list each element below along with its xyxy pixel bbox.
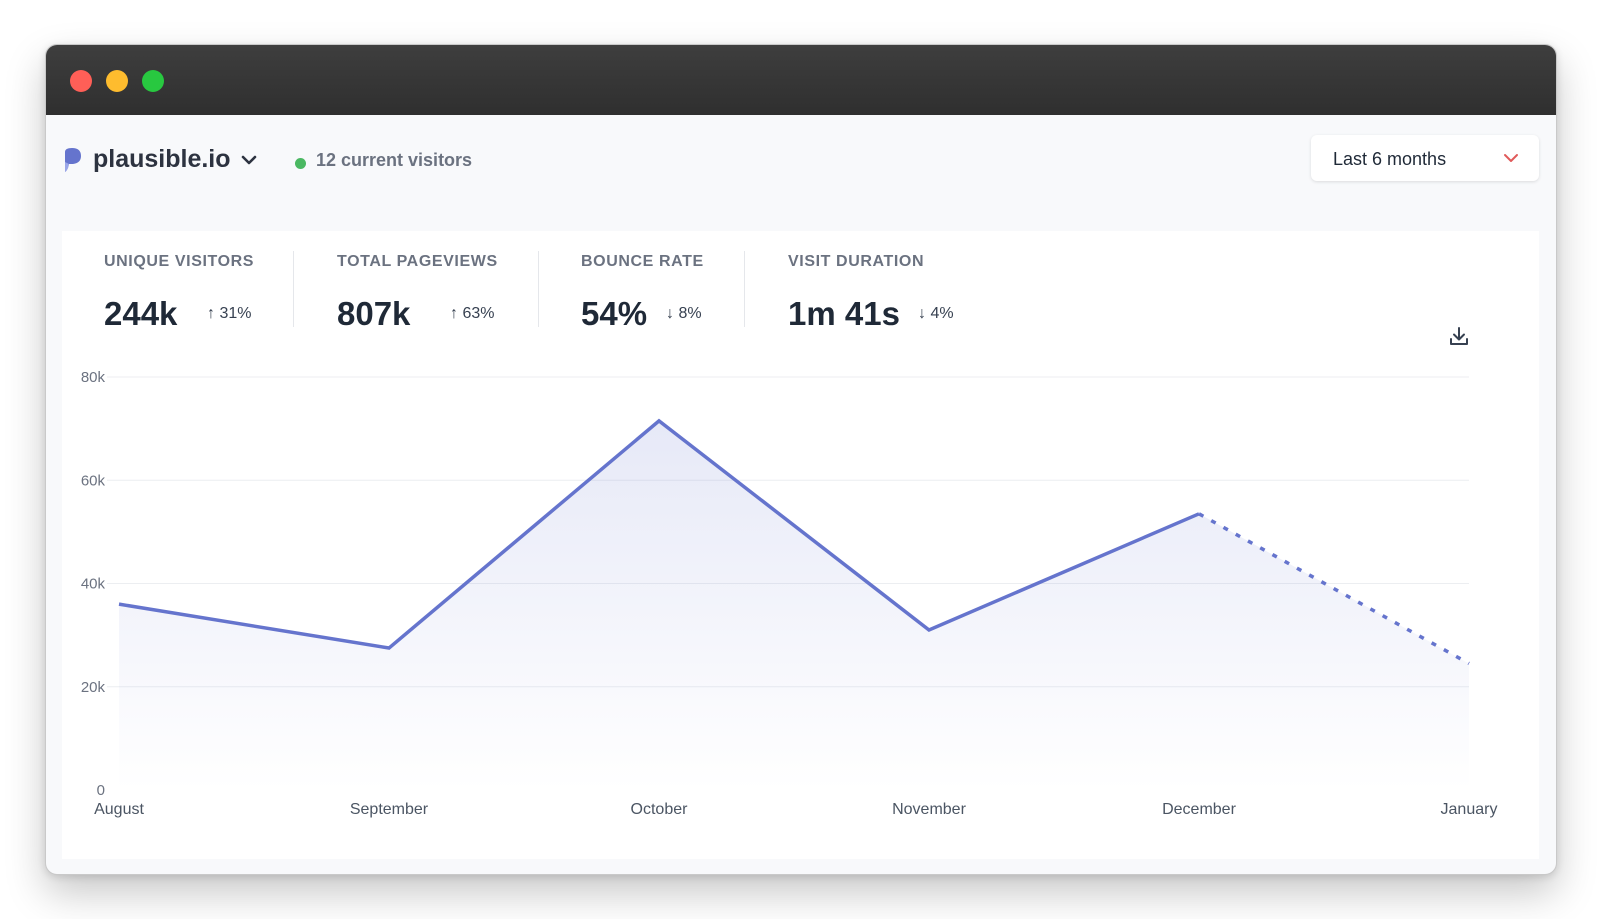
divider <box>538 251 539 327</box>
top-bar: plausible.io 12 current visitors Last 6 … <box>46 115 1556 215</box>
x-tick-label: November <box>892 801 966 818</box>
title-bar <box>46 45 1556 115</box>
chevron-down-icon <box>1503 151 1519 169</box>
live-status-dot <box>295 158 306 169</box>
x-tick-label: December <box>1162 801 1236 818</box>
series-line-incomplete <box>1198 512 1470 666</box>
series-area <box>119 420 1469 790</box>
stat-label: VISIT DURATION <box>788 253 925 270</box>
stat-value: 1m 41s <box>788 295 900 332</box>
divider <box>293 251 294 327</box>
stats-card: UNIQUE VISITORS 244k ↑ 31% TOTAL PAGEVIE… <box>62 231 1539 859</box>
y-tick-label: 60k <box>81 472 106 489</box>
x-tick-label: January <box>1441 801 1498 818</box>
current-visitors-link[interactable]: 12 current visitors <box>316 150 473 170</box>
minimize-window-button[interactable] <box>106 70 128 92</box>
stat-change: ↑ 31% <box>207 305 252 322</box>
stat-total-pageviews[interactable]: TOTAL PAGEVIEWS 807k ↑ 63% <box>337 253 498 332</box>
stat-change: ↑ 63% <box>450 305 495 322</box>
date-range-label: Last 6 months <box>1333 149 1447 169</box>
stat-change: ↓ 8% <box>666 305 702 322</box>
x-tick-label: August <box>94 801 144 818</box>
stat-label: UNIQUE VISITORS <box>104 253 255 270</box>
close-window-button[interactable] <box>70 70 92 92</box>
y-tick-label: 80k <box>81 369 106 386</box>
x-tick-label: October <box>631 801 689 818</box>
y-tick-label: 0 <box>97 782 105 799</box>
stat-bounce-rate[interactable]: BOUNCE RATE 54% ↓ 8% <box>581 253 704 332</box>
y-tick-label: 20k <box>81 679 106 696</box>
stat-unique-visitors[interactable]: UNIQUE VISITORS 244k ↑ 31% <box>104 253 255 332</box>
date-range-dropdown[interactable]: Last 6 months <box>1311 135 1539 181</box>
x-tick-label: September <box>350 801 429 818</box>
stat-label: BOUNCE RATE <box>581 253 704 270</box>
download-icon[interactable] <box>1448 325 1470 352</box>
maximize-window-button[interactable] <box>142 70 164 92</box>
stat-label: TOTAL PAGEVIEWS <box>337 253 498 270</box>
chevron-down-icon[interactable] <box>241 153 257 171</box>
visitors-chart: 0 20k 40k 60k 80k August September October Novem… <box>81 369 1498 818</box>
series-line <box>118 418 1200 650</box>
plausible-logo-icon <box>63 148 83 179</box>
stat-visit-duration[interactable]: VISIT DURATION 1m 41s ↓ 4% <box>788 253 954 332</box>
divider <box>744 251 745 327</box>
stat-value: 54% <box>581 295 648 332</box>
stat-change: ↓ 4% <box>918 305 954 322</box>
site-name[interactable]: plausible.io <box>93 145 231 173</box>
y-tick-label: 40k <box>81 576 106 593</box>
stat-value: 244k <box>104 295 178 332</box>
app-window: plausible.io 12 current visitors Last 6 … <box>45 44 1557 875</box>
stat-value: 807k <box>337 295 411 332</box>
